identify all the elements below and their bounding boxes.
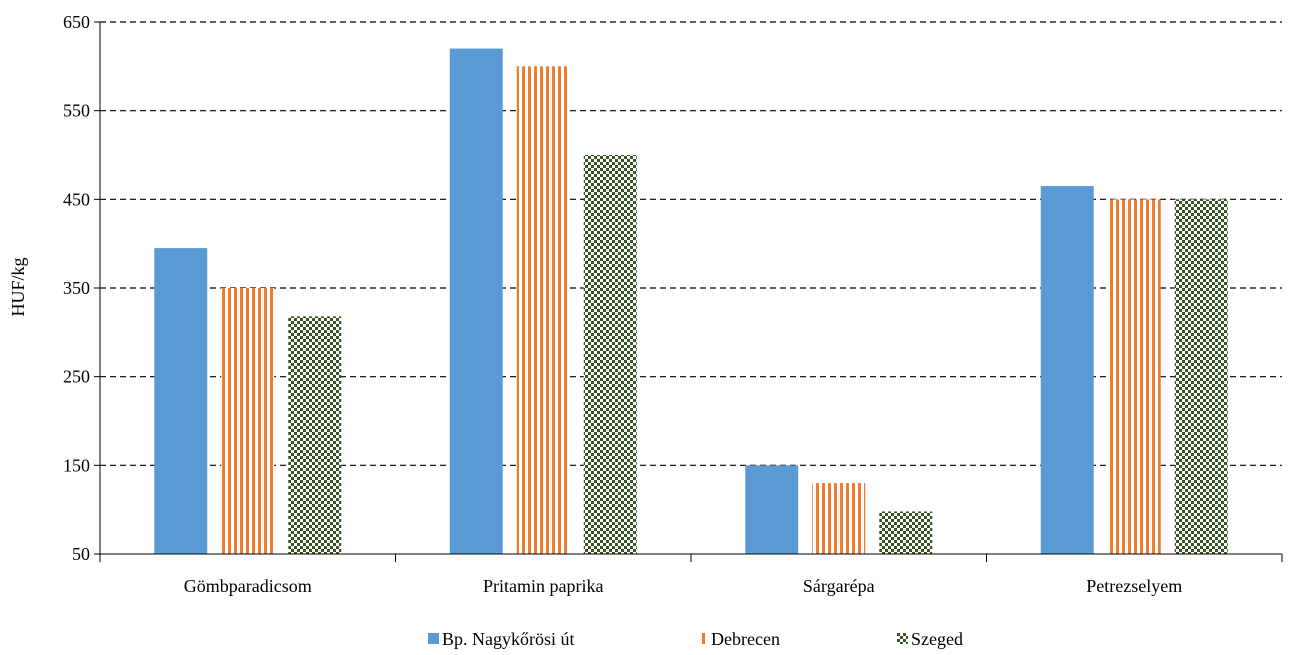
gridlines [100,21,1282,466]
y-tick-labels: 50 150 250 350 450 550 650 [63,12,90,564]
legend-swatch [699,633,705,644]
y-tick-label: 450 [63,189,90,209]
legend-label: Bp. Nagykőrösi út [442,629,575,649]
bar [221,288,275,554]
legend: Bp. Nagykőrösi út Debrecen Szeged [428,629,963,649]
y-tick-label: 250 [63,367,90,387]
bar [1107,199,1161,555]
bar [745,465,799,554]
y-tick-label: 150 [63,455,90,475]
bar [1174,199,1228,555]
bar [812,483,866,554]
bars [154,48,1228,555]
x-tick-label: Gömbparadicsom [184,576,312,596]
bar [288,316,342,554]
bar [516,66,570,554]
x-tick-label: Pritamin paprika [483,576,603,596]
legend-label: Szeged [911,629,963,649]
legend-swatch [897,633,908,644]
bar [583,155,637,554]
y-tick-label: 650 [63,12,90,32]
bar [879,511,933,554]
y-tick-label: 50 [72,544,90,564]
y-axis-title: HUF/kg [8,257,28,316]
y-tick-label: 350 [63,278,90,298]
bar [449,48,503,554]
x-tick-label: Sárgarépa [803,576,875,596]
axes [94,21,1283,562]
legend-swatch [428,633,439,644]
x-tick-label: Petrezselyem [1086,576,1182,596]
bar [1040,186,1094,555]
bar [154,248,208,554]
y-tick-label: 550 [63,101,90,121]
x-tick-labels: Gömbparadicsom Pritamin paprika Sárgarépa P… [184,576,1182,596]
legend-label: Debrecen [711,629,780,649]
